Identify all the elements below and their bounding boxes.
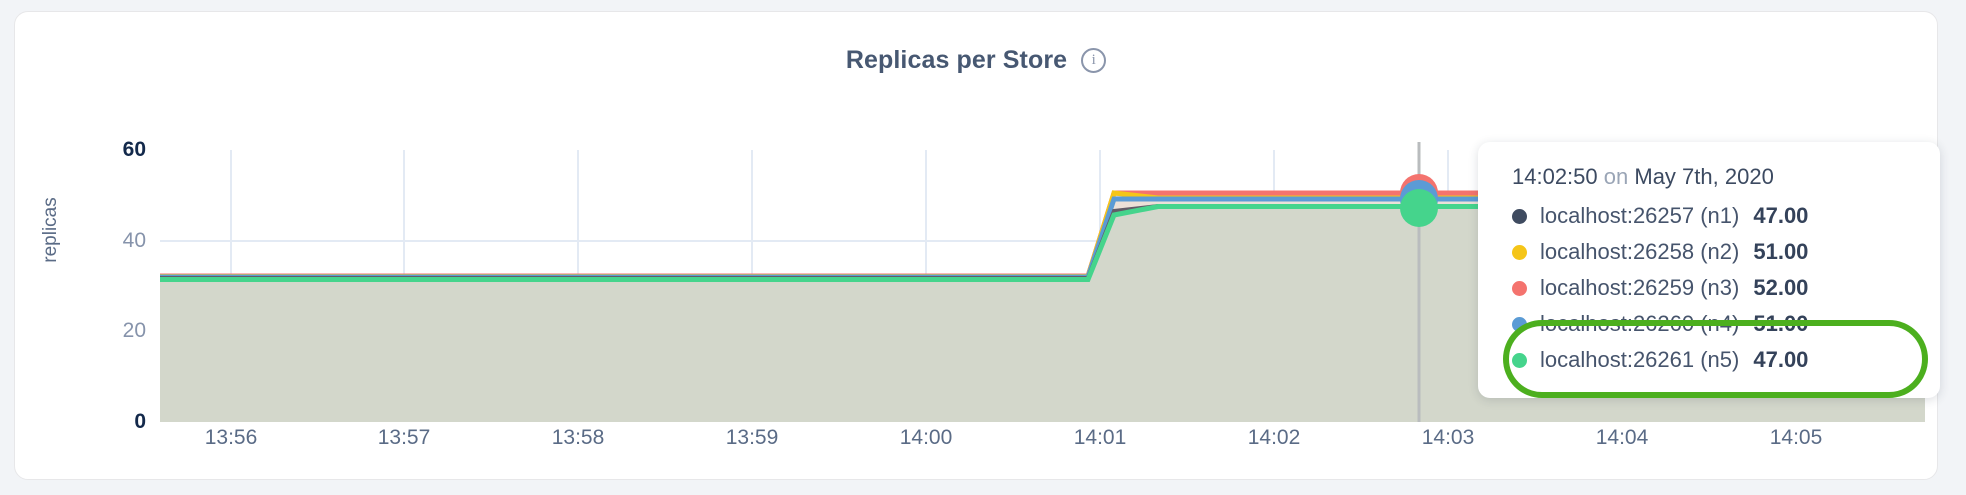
tooltip-date: May 7th, 2020 — [1634, 164, 1774, 189]
series-dot-n3 — [1512, 280, 1527, 296]
series-dot-n2 — [1512, 244, 1527, 260]
tooltip-row-n4: localhost:26260 (n4) 51.00 — [1504, 306, 1914, 342]
tooltip-on-word: on — [1603, 164, 1629, 189]
series-dot-n1 — [1512, 208, 1527, 224]
info-icon[interactable]: i — [1081, 48, 1107, 73]
series-value-n4: 51.00 — [1753, 311, 1809, 336]
series-label-n3: localhost:26259 (n3) — [1540, 275, 1740, 300]
tooltip-row-n2: localhost:26258 (n2) 51.00 — [1504, 234, 1914, 270]
tooltip-row-n3: localhost:26259 (n3) 52.00 — [1504, 270, 1914, 306]
tooltip-timestamp: 14:02:50 on May 7th, 2020 — [1504, 164, 1914, 190]
x-tick-7: 14:03 — [1421, 426, 1475, 449]
tooltip-row-n5: localhost:26261 (n5) 47.00 — [1504, 342, 1914, 378]
x-tick-3: 13:59 — [725, 426, 779, 449]
series-value-n1: 47.00 — [1753, 203, 1809, 228]
y-tick-60: 60 — [122, 138, 146, 161]
x-tick-2: 13:58 — [551, 426, 605, 449]
series-dot-n4 — [1512, 316, 1527, 332]
chart-card: Replicas per Store i replicas 60 40 20 0 — [14, 11, 1940, 481]
x-tick-6: 14:02 — [1247, 426, 1301, 449]
series-dot-n5 — [1512, 352, 1527, 368]
series-label-n5: localhost:26261 (n5) — [1540, 347, 1740, 372]
x-tick-8: 14:04 — [1595, 426, 1649, 449]
series-value-n3: 52.00 — [1753, 275, 1809, 300]
hover-dot-n5 — [1400, 189, 1438, 227]
y-tick-40: 40 — [122, 229, 146, 252]
series-label-n4: localhost:26260 (n4) — [1540, 311, 1740, 336]
x-tick-9: 14:05 — [1769, 426, 1823, 449]
x-tick-5: 14:01 — [1073, 426, 1127, 449]
series-value-n2: 51.00 — [1753, 239, 1809, 264]
y-tick-20: 20 — [122, 319, 146, 342]
page-title: Replicas per Store — [845, 46, 1068, 74]
chart-tooltip: 14:02:50 on May 7th, 2020 localhost:2625… — [1478, 142, 1940, 398]
y-axis-ticks: 60 40 20 0 — [15, 12, 146, 481]
series-label-n2: localhost:26258 (n2) — [1540, 239, 1740, 264]
x-tick-0: 13:56 — [204, 426, 258, 449]
x-tick-4: 14:00 — [899, 426, 953, 449]
tooltip-time: 14:02:50 — [1512, 164, 1598, 189]
tooltip-row-n1: localhost:26257 (n1) 47.00 — [1504, 198, 1914, 234]
series-label-n1: localhost:26257 (n1) — [1540, 203, 1740, 228]
series-value-n5: 47.00 — [1753, 347, 1809, 372]
chart-title-row: Replicas per Store i — [15, 46, 1937, 75]
x-tick-1: 13:57 — [377, 426, 431, 449]
info-icon-glyph: i — [1091, 52, 1096, 68]
y-tick-0: 0 — [134, 410, 146, 433]
